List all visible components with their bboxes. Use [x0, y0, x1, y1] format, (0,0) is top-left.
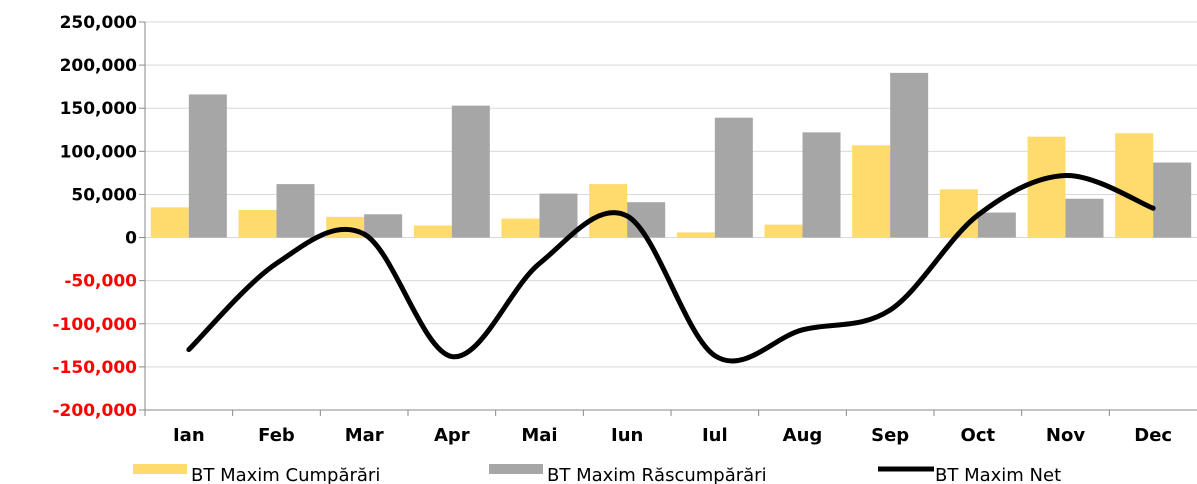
y-tick-label: 150,000	[60, 99, 138, 119]
bar-rascumparari-ian	[188, 94, 227, 238]
legend-label-cumparari: BT Maxim Cumpărări	[191, 465, 380, 484]
bar-rascumparari-apr	[451, 105, 490, 238]
legend-label-net: BT Maxim Net	[935, 465, 1061, 484]
x-tick-label: Apr	[434, 425, 470, 446]
series-line-net	[186, 172, 1156, 364]
y-tick-label: 50,000	[71, 185, 137, 205]
x-tick-label: Ian	[173, 425, 205, 446]
x-tick-label: Mai	[521, 425, 557, 446]
bars	[150, 72, 1192, 238]
bar-rascumparari-oct	[977, 212, 1016, 238]
bar-cumparari-ian	[150, 207, 189, 238]
axes	[144, 22, 1197, 416]
bar-rascumparari-aug	[802, 132, 841, 238]
legend-swatch-rascumparari	[489, 464, 543, 474]
y-tick-label: -200,000	[53, 401, 138, 421]
bar-rascumparari-iul	[714, 117, 753, 238]
legend-swatch-cumparari	[133, 464, 187, 474]
bar-cumparari-feb	[238, 209, 277, 238]
bar-cumparari-sep	[852, 145, 891, 238]
legend: BT Maxim Cumpărări BT Maxim Răscumpărări…	[133, 464, 1061, 484]
y-tick-labels: 250,000 200,000 150,000 100,000 50,000 0 -50,0…	[53, 13, 138, 421]
y-tick-label: 0	[125, 229, 137, 249]
bar-rascumparari-dec	[1153, 162, 1192, 238]
bar-rascumparari-sep	[890, 72, 929, 238]
bar-cumparari-apr	[413, 225, 452, 238]
net-line	[186, 172, 1156, 364]
legend-label-rascumparari: BT Maxim Răscumpărări	[547, 465, 767, 484]
y-tick-label: 200,000	[60, 56, 138, 76]
bar-cumparari-mai	[501, 218, 540, 238]
x-tick-label: Aug	[783, 425, 823, 446]
x-tick-label: Iun	[611, 425, 643, 446]
bar-rascumparari-nov	[1065, 198, 1104, 238]
x-tick-label: Dec	[1134, 425, 1172, 446]
y-tick-label: -50,000	[64, 272, 137, 292]
bar-cumparari-nov	[1027, 136, 1066, 238]
x-tick-label: Nov	[1046, 425, 1085, 446]
bar-rascumparari-feb	[276, 184, 315, 238]
bar-cumparari-dec	[1115, 133, 1154, 238]
bar-rascumparari-mar	[364, 214, 403, 238]
x-tick-label: Mar	[345, 425, 384, 446]
x-tick-label: Oct	[961, 425, 996, 446]
x-tick-labels: Ian Feb Mar Apr Mai Iun Iul Aug Sep Oct Nov Dec	[173, 425, 1172, 446]
y-tick-label: -150,000	[53, 358, 138, 378]
x-tick-label: Feb	[258, 425, 295, 446]
bar-cumparari-iul	[676, 232, 715, 238]
bar-rascumparari-mai	[539, 193, 578, 238]
y-tick-label: 250,000	[60, 13, 138, 33]
y-tick-label: -100,000	[53, 315, 138, 335]
y-tick-label: 100,000	[60, 142, 138, 162]
x-tick-label: Iul	[702, 425, 728, 446]
bar-cumparari-aug	[764, 224, 803, 238]
bar-cumparari-oct	[939, 189, 978, 238]
x-tick-label: Sep	[871, 425, 909, 446]
